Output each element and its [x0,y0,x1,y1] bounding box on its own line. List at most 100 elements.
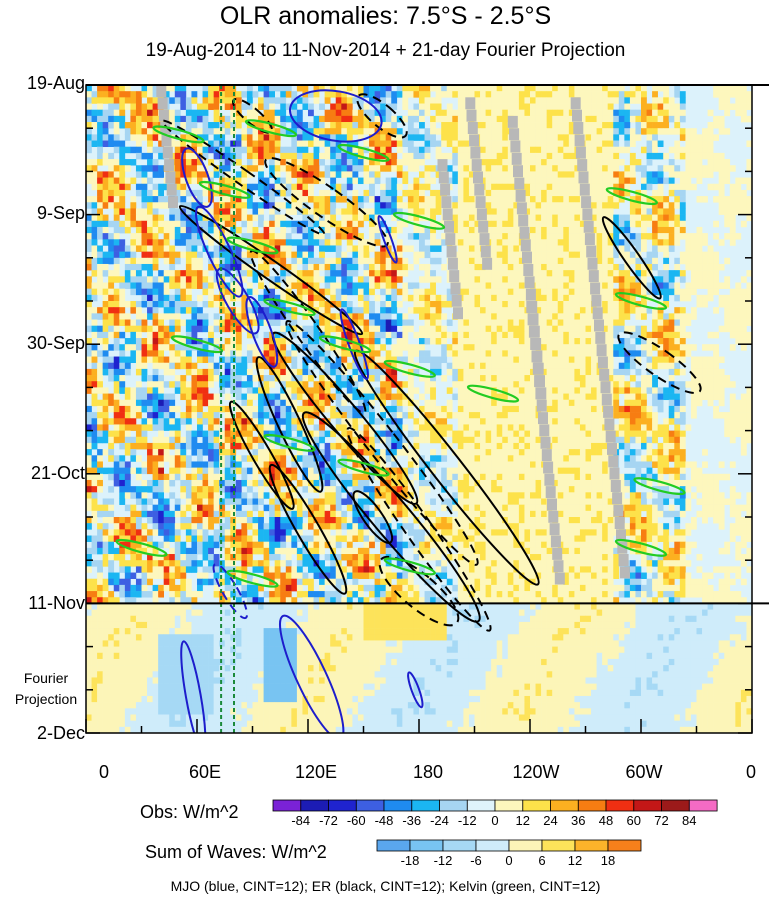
obs-cell [108,220,115,228]
obs-cell [102,239,109,246]
obs-cell [546,313,553,320]
obs-cell [557,251,564,259]
obs-cell [613,85,620,92]
obs-cell [102,85,109,92]
obs-cell [224,263,231,271]
obs-cell [285,85,292,92]
obs-cell [130,350,137,357]
obs-cell [330,91,337,98]
obs-cell [213,134,220,141]
obs-cell [135,338,142,345]
obs-cell [729,103,736,110]
obs-cell [374,122,381,129]
obs-cell [86,245,92,252]
obs-cell [91,307,98,314]
obs-cell [446,134,453,141]
obs-cell [718,115,725,123]
obs-cell [430,122,436,129]
obs-cell [208,251,214,259]
obs-cell [574,307,581,314]
obs-cell [646,220,653,228]
obs-cell [552,362,559,370]
obs-cell [530,115,536,123]
obs-cell [97,122,103,129]
obs-cell [152,91,159,98]
obs-cell [496,134,503,141]
obs-cell [624,313,631,320]
obs-cell [618,381,625,388]
obs-cell [574,214,581,222]
obs-cell [263,97,270,104]
obs-cell [474,301,481,308]
obs-cell [385,301,392,308]
obs-cell [624,294,631,302]
obs-cell [574,325,581,333]
obs-cell [513,202,520,209]
obs-cell [435,368,442,376]
obs-cell [419,115,425,123]
obs-cell [391,368,398,376]
obs-cell [341,270,348,277]
obs-cell [230,338,237,345]
obs-cell [729,381,736,388]
obs-cell [618,189,625,197]
obs-cell [563,146,570,154]
obs-cell [535,159,542,166]
obs-cell [474,257,481,265]
obs-cell [663,233,670,240]
obs-cell [579,307,586,314]
obs-cell [435,97,442,104]
obs-cell [407,319,414,326]
obs-cell [629,344,636,351]
obs-cell [491,331,497,339]
obs-cell [191,202,198,209]
obs-cell [663,177,670,185]
obs-cell [302,288,309,296]
obs-cell [91,257,98,265]
obs-cell [713,183,719,191]
obs-cell [341,276,348,283]
obs-cell [191,165,198,172]
obs-cell [224,288,231,296]
obs-cell [468,325,475,333]
obs-cell [374,282,381,289]
obs-cell [113,257,120,265]
obs-cell [724,276,731,283]
obs-cell [552,122,559,129]
obs-cell [668,189,675,197]
obs-cell [430,294,436,302]
obs-cell [485,362,492,370]
obs-cell [369,115,375,123]
obs-cell [385,350,392,357]
obs-cell [191,368,198,376]
obs-cell [424,226,431,234]
obs-cell [430,375,436,382]
obs-cell [718,294,725,302]
obs-cell [568,350,575,357]
obs-cell [130,282,137,289]
obs-cell [446,344,453,351]
obs-cell [485,344,492,351]
obs-cell [735,331,742,339]
obs-cell [224,122,231,129]
obs-cell [596,263,603,271]
obs-cell [724,282,731,289]
obs-cell [441,85,448,92]
obs-cell [108,165,115,172]
obs-cell [396,91,403,98]
obs-cell [746,183,752,191]
obs-cell [158,146,164,154]
obs-cell [135,128,142,135]
obs-cell [324,393,331,401]
obs-cell [180,307,187,314]
obs-cell [413,331,420,339]
obs-cell [679,226,686,234]
obs-cell [374,97,381,104]
obs-cell [152,97,159,104]
obs-cell [652,177,658,185]
obs-cell [624,103,631,110]
obs-cell [280,288,287,296]
obs-cell [152,109,159,117]
obs-cell [430,165,436,172]
obs-cell [513,220,520,228]
